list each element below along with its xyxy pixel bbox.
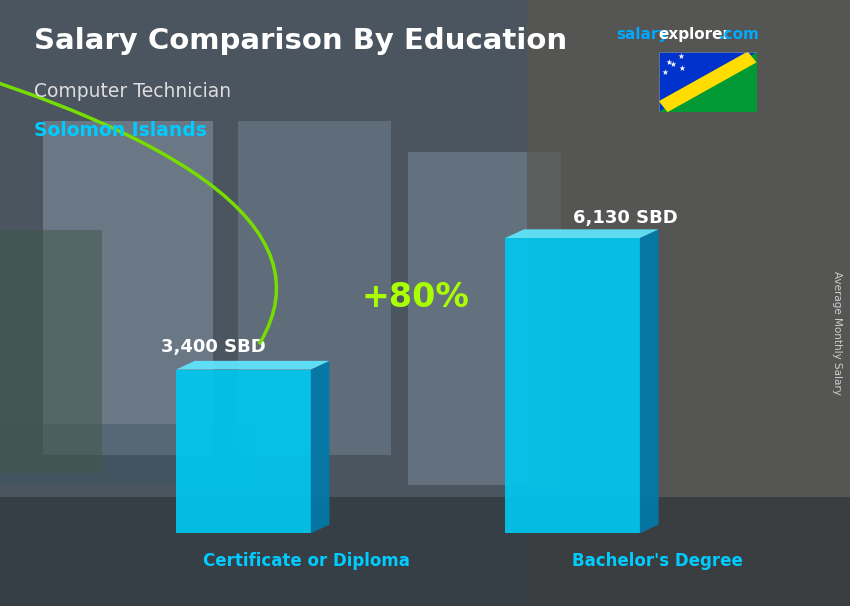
Text: ★: ★ [665, 58, 672, 67]
Text: ★: ★ [679, 64, 686, 73]
Bar [0, 497, 850, 606]
Bar [0, 424, 255, 485]
Text: ★: ★ [670, 61, 677, 69]
Text: +80%: +80% [361, 281, 469, 314]
Polygon shape [659, 52, 756, 112]
Polygon shape [176, 370, 311, 533]
Text: Bachelor's Degree: Bachelor's Degree [572, 551, 743, 570]
Polygon shape [505, 238, 640, 533]
Bar [0, 0, 748, 133]
Bar [527, 0, 850, 606]
Polygon shape [659, 52, 756, 112]
Polygon shape [505, 229, 659, 238]
Text: Certificate or Diploma: Certificate or Diploma [202, 551, 410, 570]
Bar [408, 152, 561, 485]
Polygon shape [176, 361, 330, 370]
Text: ★: ★ [661, 68, 668, 77]
Text: ★: ★ [677, 52, 684, 61]
Bar [42, 121, 212, 454]
Bar [238, 121, 391, 454]
Polygon shape [659, 52, 756, 112]
Text: Salary Comparison By Education: Salary Comparison By Education [34, 27, 567, 55]
Text: Computer Technician: Computer Technician [34, 82, 231, 101]
Polygon shape [311, 361, 330, 533]
Text: 6,130 SBD: 6,130 SBD [573, 210, 677, 227]
Text: explorer: explorer [659, 27, 731, 42]
Text: 3,400 SBD: 3,400 SBD [162, 338, 266, 356]
Text: salary: salary [616, 27, 669, 42]
Polygon shape [640, 229, 659, 533]
Bar [0, 230, 102, 473]
Text: Average Monthly Salary: Average Monthly Salary [832, 271, 842, 395]
Text: Solomon Islands: Solomon Islands [34, 121, 207, 140]
Text: .com: .com [718, 27, 759, 42]
